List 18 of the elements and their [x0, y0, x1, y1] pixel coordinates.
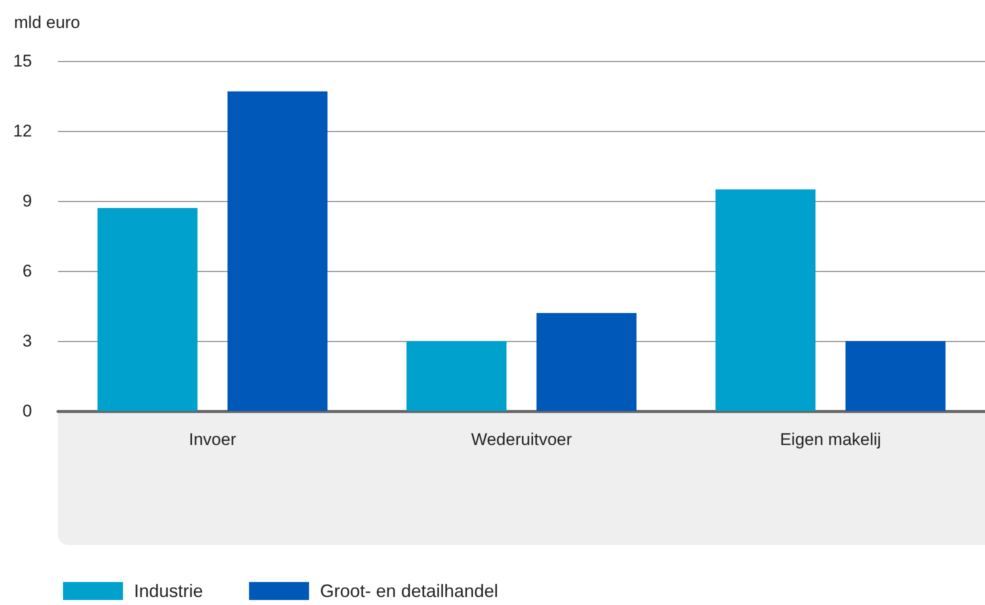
y-tick-label: 0	[22, 402, 32, 420]
bar	[846, 341, 946, 411]
x-tick-label: Eigen makelij	[780, 430, 882, 449]
legend-label: Industrie	[134, 581, 204, 601]
y-axis-title: mld euro	[14, 13, 80, 32]
bar	[406, 341, 506, 411]
x-tick-label: Invoer	[188, 430, 236, 449]
y-tick-label: 6	[22, 262, 32, 280]
bar	[98, 208, 198, 411]
x-tick-label: Wederuitvoer	[471, 430, 572, 449]
y-tick-label: 3	[22, 332, 32, 350]
bar	[228, 91, 328, 411]
bar	[536, 313, 636, 411]
y-tick-label: 9	[22, 192, 32, 210]
y-tick-label: 12	[13, 122, 32, 140]
bar	[716, 189, 816, 411]
y-tick-label: 15	[13, 52, 32, 70]
legend-label: Groot- en detailhandel	[320, 581, 498, 601]
